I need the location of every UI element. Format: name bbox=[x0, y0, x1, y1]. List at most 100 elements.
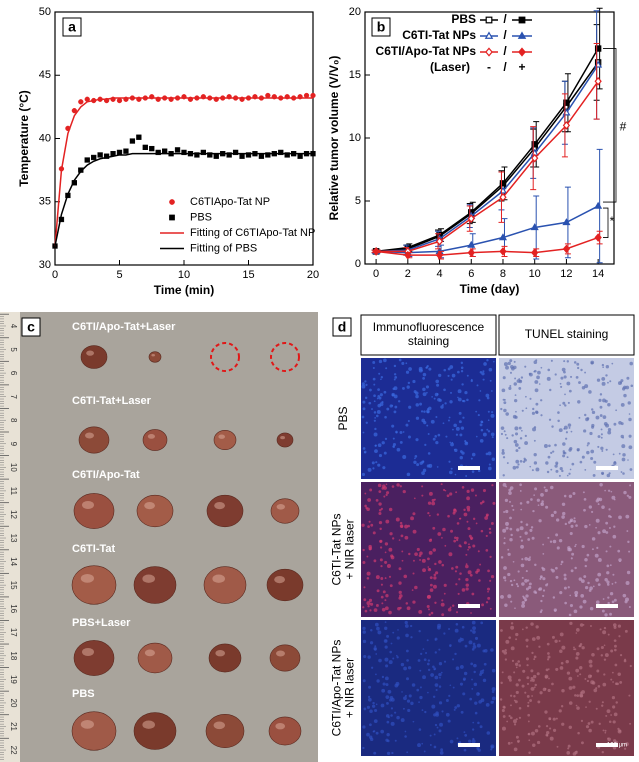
micrograph-texture bbox=[486, 731, 491, 735]
micrograph-texture bbox=[395, 681, 400, 686]
micrograph-texture bbox=[426, 410, 430, 414]
micrograph-texture bbox=[397, 629, 399, 631]
micrograph-texture bbox=[510, 741, 513, 744]
micrograph-texture bbox=[605, 374, 608, 377]
micrograph-texture bbox=[553, 510, 557, 514]
micrograph-texture bbox=[492, 501, 496, 505]
marker bbox=[531, 141, 538, 148]
micrograph-texture bbox=[481, 603, 485, 607]
micrograph-texture bbox=[505, 509, 509, 514]
tumor-highlight bbox=[215, 650, 225, 657]
micrograph-texture bbox=[577, 400, 581, 404]
micrograph-texture bbox=[491, 687, 496, 691]
tumor bbox=[133, 566, 177, 604]
micrograph-texture bbox=[515, 465, 519, 469]
micrograph-texture bbox=[517, 463, 520, 466]
micrograph-texture bbox=[384, 599, 387, 602]
micrograph-texture bbox=[367, 655, 371, 659]
micrograph-texture bbox=[412, 720, 415, 723]
micrograph-texture bbox=[386, 720, 390, 724]
row-label: PBS bbox=[72, 688, 95, 700]
tumor-highlight bbox=[142, 574, 155, 583]
micrograph-texture bbox=[519, 535, 522, 538]
micrograph-texture bbox=[615, 701, 618, 704]
micrograph-texture bbox=[454, 570, 458, 573]
micrograph-texture bbox=[394, 739, 397, 742]
micrograph-texture bbox=[361, 472, 366, 477]
micrograph-texture bbox=[464, 441, 469, 446]
micrograph-texture bbox=[404, 620, 408, 625]
micrograph-texture bbox=[479, 501, 483, 505]
micrograph-texture bbox=[531, 651, 534, 655]
micrograph-texture bbox=[375, 604, 379, 607]
micrograph-texture bbox=[447, 367, 451, 371]
micrograph-texture bbox=[571, 462, 575, 466]
micrograph-texture bbox=[585, 417, 589, 422]
micrograph-texture bbox=[608, 514, 611, 518]
micrograph-texture bbox=[372, 704, 376, 708]
micrograph-texture bbox=[611, 362, 614, 365]
micrograph-texture bbox=[447, 514, 450, 518]
micrograph-texture bbox=[422, 372, 427, 377]
micrograph-texture bbox=[382, 590, 386, 594]
micrograph-texture bbox=[393, 364, 397, 368]
micrograph-texture bbox=[408, 694, 412, 698]
micrograph-texture bbox=[434, 435, 437, 438]
micrograph-texture bbox=[601, 750, 605, 754]
micrograph-texture bbox=[606, 571, 610, 575]
micrograph-texture bbox=[402, 454, 407, 459]
micrograph-texture bbox=[526, 664, 529, 667]
micrograph-texture bbox=[524, 691, 527, 694]
micrograph-texture bbox=[609, 612, 612, 616]
micrograph-texture bbox=[472, 721, 475, 724]
micrograph-texture bbox=[424, 710, 427, 714]
micrograph-texture bbox=[596, 669, 600, 673]
micrograph-texture bbox=[422, 468, 427, 473]
micrograph-texture bbox=[520, 520, 523, 524]
micrograph-texture bbox=[426, 391, 428, 394]
micrograph-texture bbox=[602, 366, 604, 369]
micrograph-texture bbox=[500, 426, 505, 430]
micrograph-texture bbox=[515, 683, 519, 687]
micrograph-texture bbox=[418, 609, 423, 614]
tumor-highlight bbox=[214, 502, 226, 510]
micrograph-texture bbox=[619, 654, 623, 657]
micrograph-texture bbox=[500, 407, 503, 411]
micrograph-texture bbox=[624, 629, 628, 633]
micrograph-texture bbox=[578, 381, 581, 385]
micrograph-texture bbox=[610, 649, 614, 653]
tumor-highlight bbox=[274, 576, 285, 584]
micrograph-texture bbox=[590, 720, 594, 724]
micrograph-texture bbox=[545, 724, 549, 728]
micrograph-texture bbox=[573, 517, 576, 520]
micrograph-texture bbox=[470, 537, 473, 540]
micrograph-texture bbox=[472, 645, 477, 649]
micrograph-texture bbox=[449, 684, 452, 687]
tumor-highlight bbox=[144, 502, 156, 510]
micrograph-texture bbox=[560, 376, 564, 380]
micrograph-texture bbox=[454, 628, 459, 633]
micrograph-texture bbox=[380, 595, 384, 599]
micrograph-texture bbox=[590, 510, 594, 514]
marker bbox=[499, 180, 507, 187]
micrograph-texture bbox=[452, 658, 455, 661]
micrograph-texture bbox=[533, 461, 538, 465]
micrograph-texture bbox=[607, 402, 611, 407]
micrograph-texture bbox=[535, 359, 538, 362]
micrograph-texture bbox=[569, 621, 573, 626]
micrograph-texture bbox=[518, 387, 522, 390]
micrograph-texture bbox=[366, 601, 371, 606]
micrograph-texture bbox=[433, 573, 437, 577]
micrograph-texture bbox=[473, 670, 476, 674]
micrograph-texture bbox=[504, 603, 508, 607]
micrograph-texture bbox=[471, 739, 476, 744]
marker bbox=[207, 152, 213, 158]
scale-bar bbox=[596, 743, 618, 747]
micrograph-texture bbox=[567, 521, 571, 524]
micrograph-texture bbox=[450, 391, 453, 394]
micrograph-texture bbox=[464, 734, 468, 737]
micrograph-texture bbox=[428, 406, 432, 411]
micrograph-texture bbox=[471, 648, 475, 651]
micrograph-texture bbox=[401, 550, 404, 553]
micrograph-texture bbox=[590, 680, 595, 685]
